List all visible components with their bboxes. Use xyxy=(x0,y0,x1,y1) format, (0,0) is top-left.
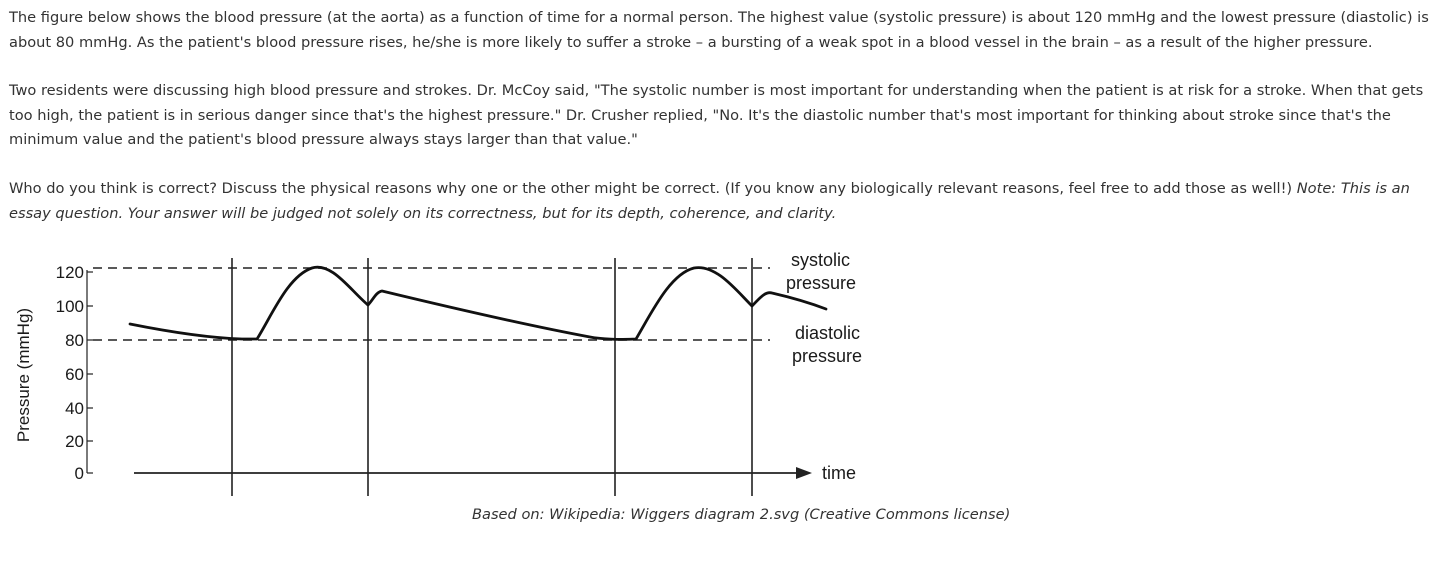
question-paragraph: Who do you think is correct? Discuss the… xyxy=(9,177,1437,226)
y-tick-label-80: 80 xyxy=(65,331,84,350)
y-tick-label-40: 40 xyxy=(65,399,84,418)
diastolic-label-line2: pressure xyxy=(792,346,862,366)
systolic-label-line1: systolic xyxy=(791,250,850,270)
intro-paragraph: The figure below shows the blood pressur… xyxy=(9,9,1429,51)
y-tick-label-20: 20 xyxy=(65,432,84,451)
pressure-curve xyxy=(128,265,828,341)
cycle-markers xyxy=(231,258,753,496)
blood-pressure-figure: Pressure (mmHg) 120 100 80 60 40 20 0 ti… xyxy=(14,250,862,496)
y-tick-label-120: 120 xyxy=(56,263,84,282)
diastolic-label-line1: diastolic xyxy=(795,323,860,343)
y-tick-label-0: 0 xyxy=(75,464,84,483)
question-text: Who do you think is correct? Discuss the… xyxy=(9,180,1297,197)
discussion-paragraph: Two residents were discussing high blood… xyxy=(9,82,1424,148)
y-ticks xyxy=(87,271,93,474)
y-axis-label: Pressure (mmHg) xyxy=(14,308,33,442)
y-tick-label-60: 60 xyxy=(65,365,84,384)
time-axis-label: time xyxy=(822,463,856,483)
figure-caption: Based on: Wikipedia: Wiggers diagram 2.s… xyxy=(472,506,1011,523)
essay-note: Note: This is an essay question. Your an… xyxy=(9,180,1410,222)
time-axis-arrow xyxy=(796,467,812,479)
systolic-label-line2: pressure xyxy=(786,273,856,293)
y-tick-label-100: 100 xyxy=(56,297,84,316)
